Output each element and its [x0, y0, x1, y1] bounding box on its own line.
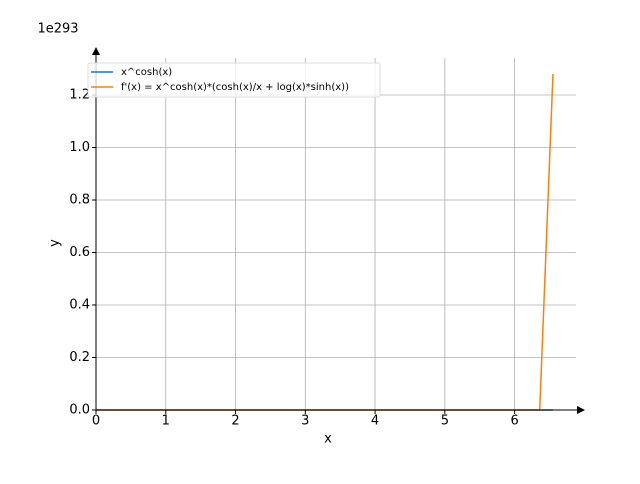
y-arrow — [92, 47, 100, 55]
x-tick-label: 1 — [162, 414, 170, 429]
legend-label: x^cosh(x) — [121, 67, 172, 78]
lines — [96, 73, 554, 411]
legend: x^cosh(x) f'(x) = x^cosh(x)*(cosh(x)/x + … — [87, 62, 381, 98]
grid — [95, 58, 576, 411]
offset-label: 1e293 — [37, 22, 78, 37]
x-tick-label: 6 — [510, 414, 518, 429]
x-arrow — [577, 406, 585, 414]
x-tick-label: 4 — [371, 414, 379, 429]
y-tick-label: 1.0 — [69, 140, 90, 155]
legend-box — [87, 62, 381, 98]
x-tick-label: 2 — [231, 414, 239, 429]
x-axis-label: x — [324, 432, 332, 447]
y-tick-label: 1.2 — [69, 88, 90, 103]
y-tick-label: 0.8 — [69, 193, 90, 208]
y-tick-label: 0.6 — [69, 245, 90, 260]
y-tick-label: 0.2 — [69, 350, 90, 365]
x-tick-label: 3 — [301, 414, 309, 429]
y-tick-label: 0.0 — [69, 403, 90, 418]
series-line — [96, 73, 554, 411]
legend-label: f'(x) = x^cosh(x)*(cosh(x)/x + log(x)*si… — [121, 82, 349, 93]
ticks: 0 1 2 3 4 5 6 0.0 0.2 0.4 0.6 0.8 1.0 1.2 — [69, 88, 518, 429]
y-axis-label: y — [48, 239, 63, 247]
x-tick-label: 5 — [441, 414, 449, 429]
x-tick-label: 0 — [92, 414, 100, 429]
y-tick-label: 0.4 — [69, 298, 90, 313]
